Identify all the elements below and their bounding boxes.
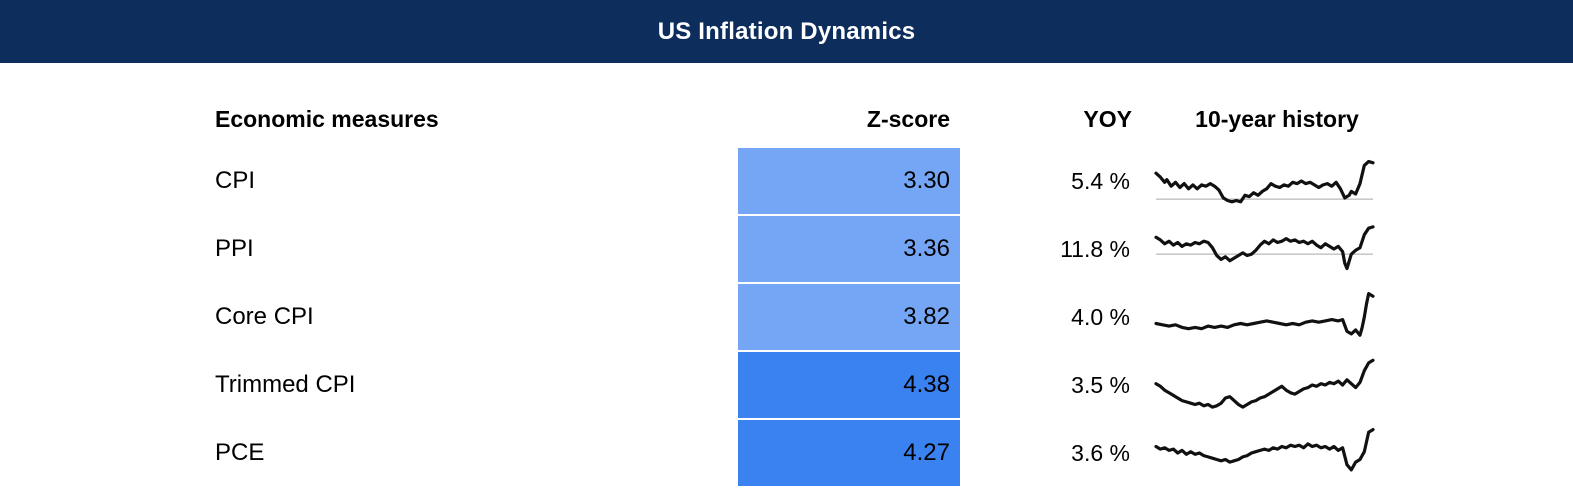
column-header-10-year-history: 10-year history xyxy=(1195,106,1359,132)
measure-label: CPI xyxy=(215,167,256,194)
zscore-cell: 4.38 xyxy=(738,352,960,418)
page-title: US Inflation Dynamics xyxy=(657,17,916,45)
yoy-value: 5.4 % xyxy=(1071,167,1130,194)
zscore-cell: 3.30 xyxy=(738,148,960,214)
sparkline-chart xyxy=(1132,284,1392,350)
sparkline-line xyxy=(1156,360,1373,407)
yoy-value: 4.0 % xyxy=(1071,303,1130,330)
zscore-value: 3.30 xyxy=(903,167,950,194)
measure-label: Trimmed CPI xyxy=(215,371,356,398)
zscore-value: 3.36 xyxy=(903,235,950,262)
table-row: CPI 3.30 5.4 % xyxy=(215,148,1573,214)
yoy-value: 3.6 % xyxy=(1071,439,1130,466)
column-header-yoy: YOY xyxy=(1083,106,1132,132)
sparkline-chart xyxy=(1132,352,1392,418)
zscore-value: 4.38 xyxy=(903,371,950,398)
inflation-table: Economic measures Z-score YOY 10-year hi… xyxy=(0,103,1573,486)
table-body: CPI 3.30 5.4 % PPI 3.36 11.8 % Core CPI … xyxy=(215,148,1573,486)
zscore-cell: 3.82 xyxy=(738,284,960,350)
sparkline-line xyxy=(1156,294,1373,336)
measure-label: PPI xyxy=(215,235,254,262)
column-header-economic-measures: Economic measures xyxy=(215,106,439,132)
zscore-cell: 3.36 xyxy=(738,216,960,282)
title-bar: US Inflation Dynamics xyxy=(0,0,1573,63)
sparkline-line xyxy=(1156,430,1373,470)
table-header-row: Economic measures Z-score YOY 10-year hi… xyxy=(215,103,1573,136)
table-row: PPI 3.36 11.8 % xyxy=(215,216,1573,282)
table-row: Core CPI 3.82 4.0 % xyxy=(215,284,1573,350)
zscore-value: 4.27 xyxy=(903,439,950,466)
sparkline-line xyxy=(1156,162,1373,202)
sparkline-svg xyxy=(1156,291,1373,343)
sparkline-chart xyxy=(1132,216,1392,282)
table-row: PCE 4.27 3.6 % xyxy=(215,420,1573,486)
sparkline-svg xyxy=(1156,223,1373,275)
sparkline-chart xyxy=(1132,148,1392,214)
zscore-value: 3.82 xyxy=(903,303,950,330)
sparkline-svg xyxy=(1156,359,1373,411)
sparkline-chart xyxy=(1132,420,1392,486)
sparkline-svg xyxy=(1156,155,1373,207)
column-header-zscore: Z-score xyxy=(866,106,950,132)
measure-label: PCE xyxy=(215,439,265,466)
sparkline-line xyxy=(1156,227,1373,269)
table-row: Trimmed CPI 4.38 3.5 % xyxy=(215,352,1573,418)
zscore-cell: 4.27 xyxy=(738,420,960,486)
yoy-value: 3.5 % xyxy=(1071,371,1130,398)
measure-label: Core CPI xyxy=(215,303,314,330)
sparkline-svg xyxy=(1156,427,1373,479)
yoy-value: 11.8 % xyxy=(1060,235,1130,262)
